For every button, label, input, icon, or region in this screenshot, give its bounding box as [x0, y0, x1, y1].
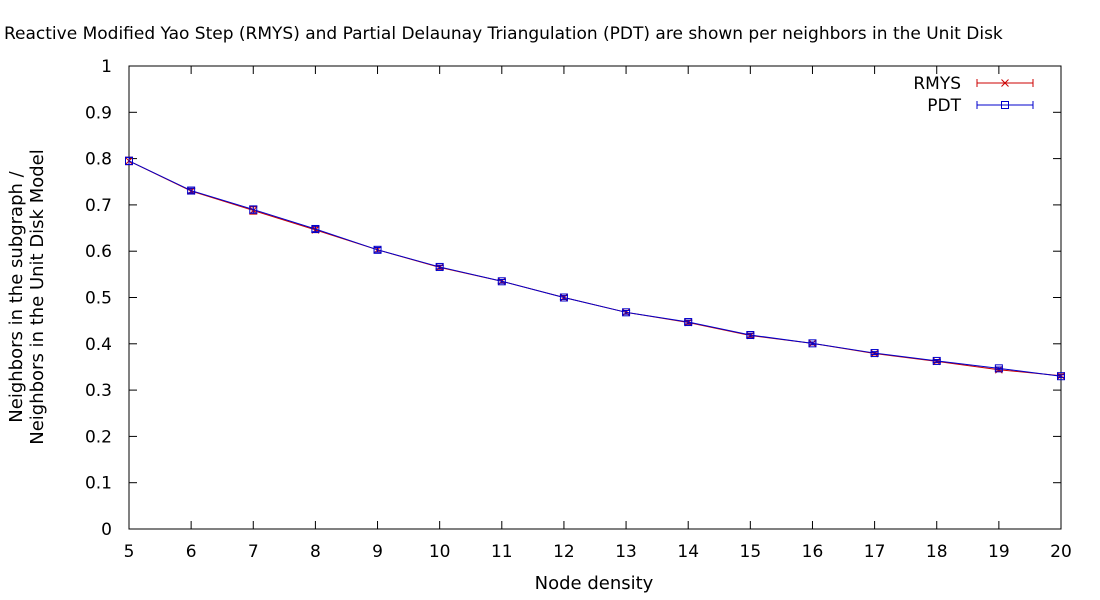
- error-bar: [497, 278, 506, 284]
- error-bar: [435, 264, 444, 270]
- data-point-marker: [684, 318, 693, 327]
- y-tick-label: 0.1: [85, 474, 112, 494]
- series-line-pdt: [128, 160, 1062, 377]
- data-point: [808, 339, 817, 348]
- data-point: [932, 356, 941, 365]
- legend-line: [976, 101, 1034, 109]
- data-point-marker: [870, 349, 879, 358]
- error-bar: [622, 309, 631, 315]
- data-point-marker: [622, 308, 631, 317]
- x-tick-label: 9: [372, 542, 383, 562]
- data-point-marker: [994, 364, 1003, 373]
- data-point: [311, 224, 320, 233]
- data-point-marker: [746, 331, 755, 340]
- x-tick-label: 12: [553, 542, 575, 562]
- data-point-marker: [932, 356, 941, 365]
- x-tick-label: 6: [186, 542, 197, 562]
- error-bar: [808, 341, 817, 346]
- data-point-marker: [559, 293, 568, 302]
- x-tick-label: 19: [988, 542, 1010, 562]
- y-axis-label-line-1: Neighbors in the subgraph /: [6, 170, 27, 422]
- data-point-marker: [1057, 372, 1065, 381]
- data-point: [125, 156, 133, 166]
- x-tick-label: 20: [1050, 542, 1072, 562]
- data-point-marker: [249, 205, 258, 214]
- legend-label: RMYS: [913, 74, 961, 94]
- data-point: [435, 262, 444, 271]
- data-point: [187, 186, 196, 195]
- y-tick-label: 0.6: [85, 242, 112, 262]
- x-tick-label: 10: [429, 542, 451, 562]
- data-point: [1057, 372, 1065, 381]
- data-point: [684, 318, 693, 327]
- error-bar: [1057, 374, 1065, 379]
- error-bar: [746, 332, 755, 338]
- data-point: [559, 293, 568, 302]
- x-axis-label: Node density: [535, 573, 654, 594]
- x-tick-label: 18: [926, 542, 948, 562]
- y-tick-label: 0.9: [85, 103, 112, 123]
- y-axis-label: Neighbors in the subgraph / Neighbors in…: [6, 149, 48, 445]
- y-tick-label: 0: [101, 520, 112, 540]
- data-point: [870, 349, 879, 358]
- data-point: [249, 205, 258, 214]
- y-axis: 0 0.1 0.2 0.3 0.4 0.5 0.6 0.7 0.8 0.9 1: [85, 57, 1061, 540]
- error-bar: [870, 351, 879, 355]
- x-tick-label: 7: [248, 542, 259, 562]
- data-point-marker: [1001, 101, 1009, 109]
- series-layer: [125, 156, 1065, 381]
- data-point-marker: [435, 262, 444, 271]
- y-tick-label: 1: [101, 57, 112, 77]
- error-bar: [684, 319, 693, 325]
- y-tick-label: 0.8: [85, 150, 112, 170]
- y-tick-label: 0.2: [85, 427, 112, 447]
- data-point: [746, 331, 755, 340]
- error-bar: [559, 295, 568, 300]
- series-line-rmys: [128, 160, 1062, 377]
- x-tick-label: 13: [615, 542, 637, 562]
- x-tick-label: 8: [310, 542, 321, 562]
- y-tick-label: 0.3: [85, 381, 112, 401]
- error-bar: [187, 187, 196, 194]
- y-axis-label-line-2: Neighbors in the Unit Disk Model: [27, 149, 48, 445]
- legend-label: PDT: [927, 96, 961, 116]
- data-point-marker: [497, 277, 506, 286]
- x-tick-label: 5: [124, 542, 135, 562]
- series-rmys: [125, 156, 1065, 380]
- x-tick-label: 15: [740, 542, 762, 562]
- x-tick-label: 14: [677, 542, 699, 562]
- x-axis: 5 6 7 8 9 10 11 12 13 14 15 16 17 18 19 20: [124, 66, 1072, 562]
- data-point: [373, 245, 382, 254]
- data-point: [622, 308, 631, 317]
- chart-title: Reactive Modified Yao Step (RMYS) and Pa…: [4, 24, 1003, 44]
- y-tick-label: 0.4: [85, 335, 112, 355]
- legend-item-pdt: PDT: [927, 96, 1034, 116]
- plot-frame: [128, 65, 1062, 530]
- data-point: [994, 364, 1003, 373]
- data-point: [497, 277, 506, 286]
- y-tick-label: 0.7: [85, 196, 112, 216]
- error-bar: [311, 225, 320, 233]
- data-point-marker: [1001, 79, 1009, 87]
- series-pdt: [125, 156, 1065, 381]
- x-tick-label: 16: [802, 542, 824, 562]
- x-tick-label: 11: [491, 542, 513, 562]
- y-tick-label: 0.5: [85, 289, 112, 309]
- data-point-marker: [311, 224, 320, 233]
- error-bar: [994, 366, 1003, 371]
- data-point-marker: [373, 245, 382, 254]
- data-point-marker: [125, 156, 133, 165]
- x-tick-label: 17: [864, 542, 886, 562]
- legend-item-rmys: RMYS: [913, 74, 1034, 94]
- error-bar: [373, 246, 382, 253]
- error-bar: [932, 359, 941, 363]
- data-point-marker: [187, 186, 196, 195]
- data-point-marker: [808, 339, 817, 348]
